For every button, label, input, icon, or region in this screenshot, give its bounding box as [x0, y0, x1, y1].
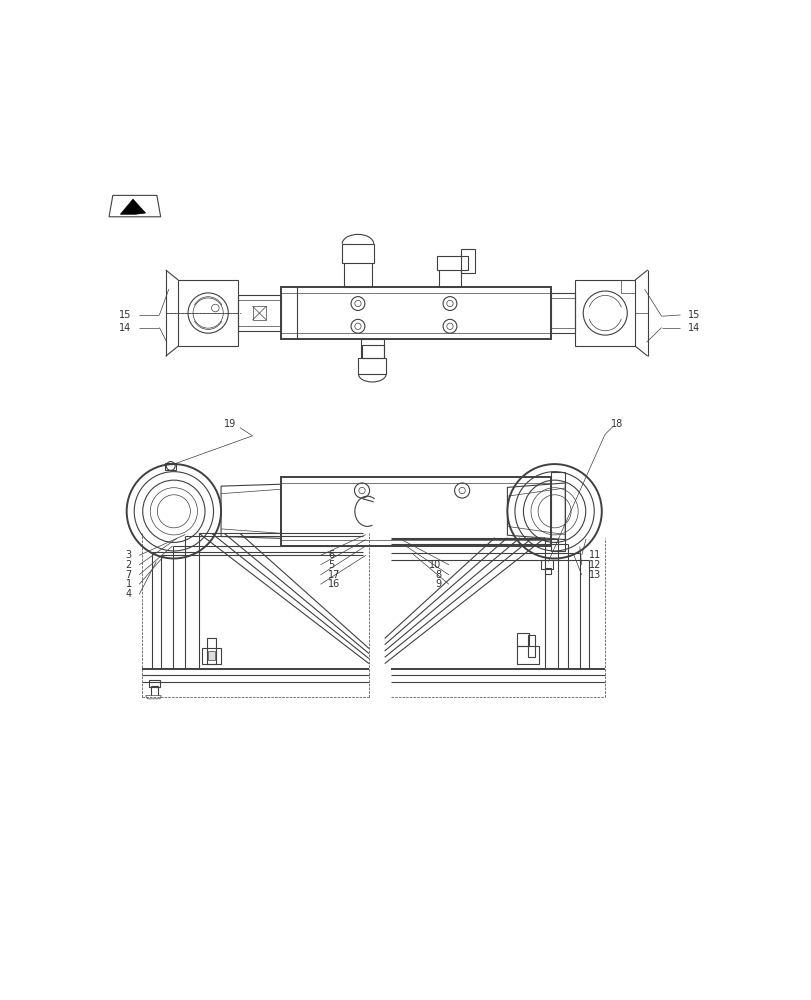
Text: 8: 8 [435, 570, 441, 580]
Text: 11: 11 [589, 550, 601, 560]
Bar [544, 568, 550, 574]
Bar [540, 560, 552, 569]
Text: 14: 14 [688, 323, 700, 333]
Bar [517, 646, 539, 664]
Text: 6: 6 [328, 550, 334, 560]
Polygon shape [145, 696, 161, 699]
Bar [437, 256, 467, 270]
Text: 18: 18 [611, 419, 623, 429]
Bar [575, 280, 634, 346]
Bar [202, 648, 221, 664]
Bar [208, 651, 215, 660]
Bar [551, 293, 575, 333]
Bar [281, 287, 551, 339]
Bar [461, 249, 474, 273]
Text: 16: 16 [328, 579, 340, 589]
Bar [238, 295, 281, 331]
Bar [165, 463, 176, 470]
Bar [358, 358, 386, 374]
Bar [517, 633, 529, 646]
Text: 4: 4 [126, 589, 131, 599]
Text: 5: 5 [328, 560, 334, 570]
Bar [551, 472, 564, 551]
Text: 13: 13 [589, 570, 601, 580]
Bar [252, 306, 266, 320]
Text: 3: 3 [126, 550, 131, 560]
Bar [281, 477, 551, 546]
Polygon shape [109, 195, 161, 217]
Text: 1: 1 [126, 579, 131, 589]
Bar [207, 638, 216, 664]
Bar [151, 686, 157, 696]
Text: 9: 9 [435, 579, 441, 589]
Bar [341, 244, 373, 263]
Bar [178, 280, 238, 346]
Text: 19: 19 [224, 419, 236, 429]
Text: 15: 15 [119, 310, 131, 320]
Bar [362, 345, 383, 358]
Polygon shape [120, 199, 145, 214]
Text: 14: 14 [119, 323, 131, 333]
Text: 17: 17 [328, 570, 340, 580]
Text: 12: 12 [589, 560, 601, 570]
Text: 15: 15 [687, 310, 700, 320]
Bar [620, 280, 634, 293]
Bar [148, 680, 160, 687]
Text: 7: 7 [126, 570, 131, 580]
Bar [527, 635, 534, 657]
Text: 2: 2 [126, 560, 131, 570]
Text: 10: 10 [428, 560, 441, 570]
